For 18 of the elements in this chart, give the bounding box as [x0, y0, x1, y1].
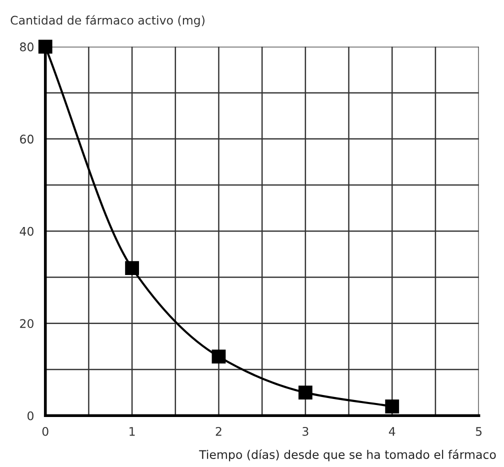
point — [38, 40, 52, 54]
point — [125, 261, 139, 276]
y-tick-label: 40 — [20, 226, 34, 236]
x-tick-label: 2 — [216, 426, 222, 436]
y-tick-label: 20 — [20, 319, 34, 328]
y-tick-label: 0 — [28, 411, 34, 420]
x-axis-title: Tiempo (días) desde que se ha tomado el fármaco — [199, 449, 496, 462]
y-tick-label: 60 — [20, 134, 34, 144]
x-tick-label: 0 — [42, 426, 48, 436]
point — [212, 350, 226, 364]
x-tick-label: 1 — [130, 427, 135, 436]
x-tick-label: 3 — [302, 426, 308, 436]
x-tick-label: 4 — [388, 427, 396, 436]
y-axis-title: Cantidad de fármaco activo (mg) — [10, 15, 204, 27]
y-tick-label: 80 — [20, 42, 34, 52]
point — [298, 386, 312, 400]
point — [385, 399, 400, 414]
x-tick-label: 5 — [476, 427, 482, 436]
